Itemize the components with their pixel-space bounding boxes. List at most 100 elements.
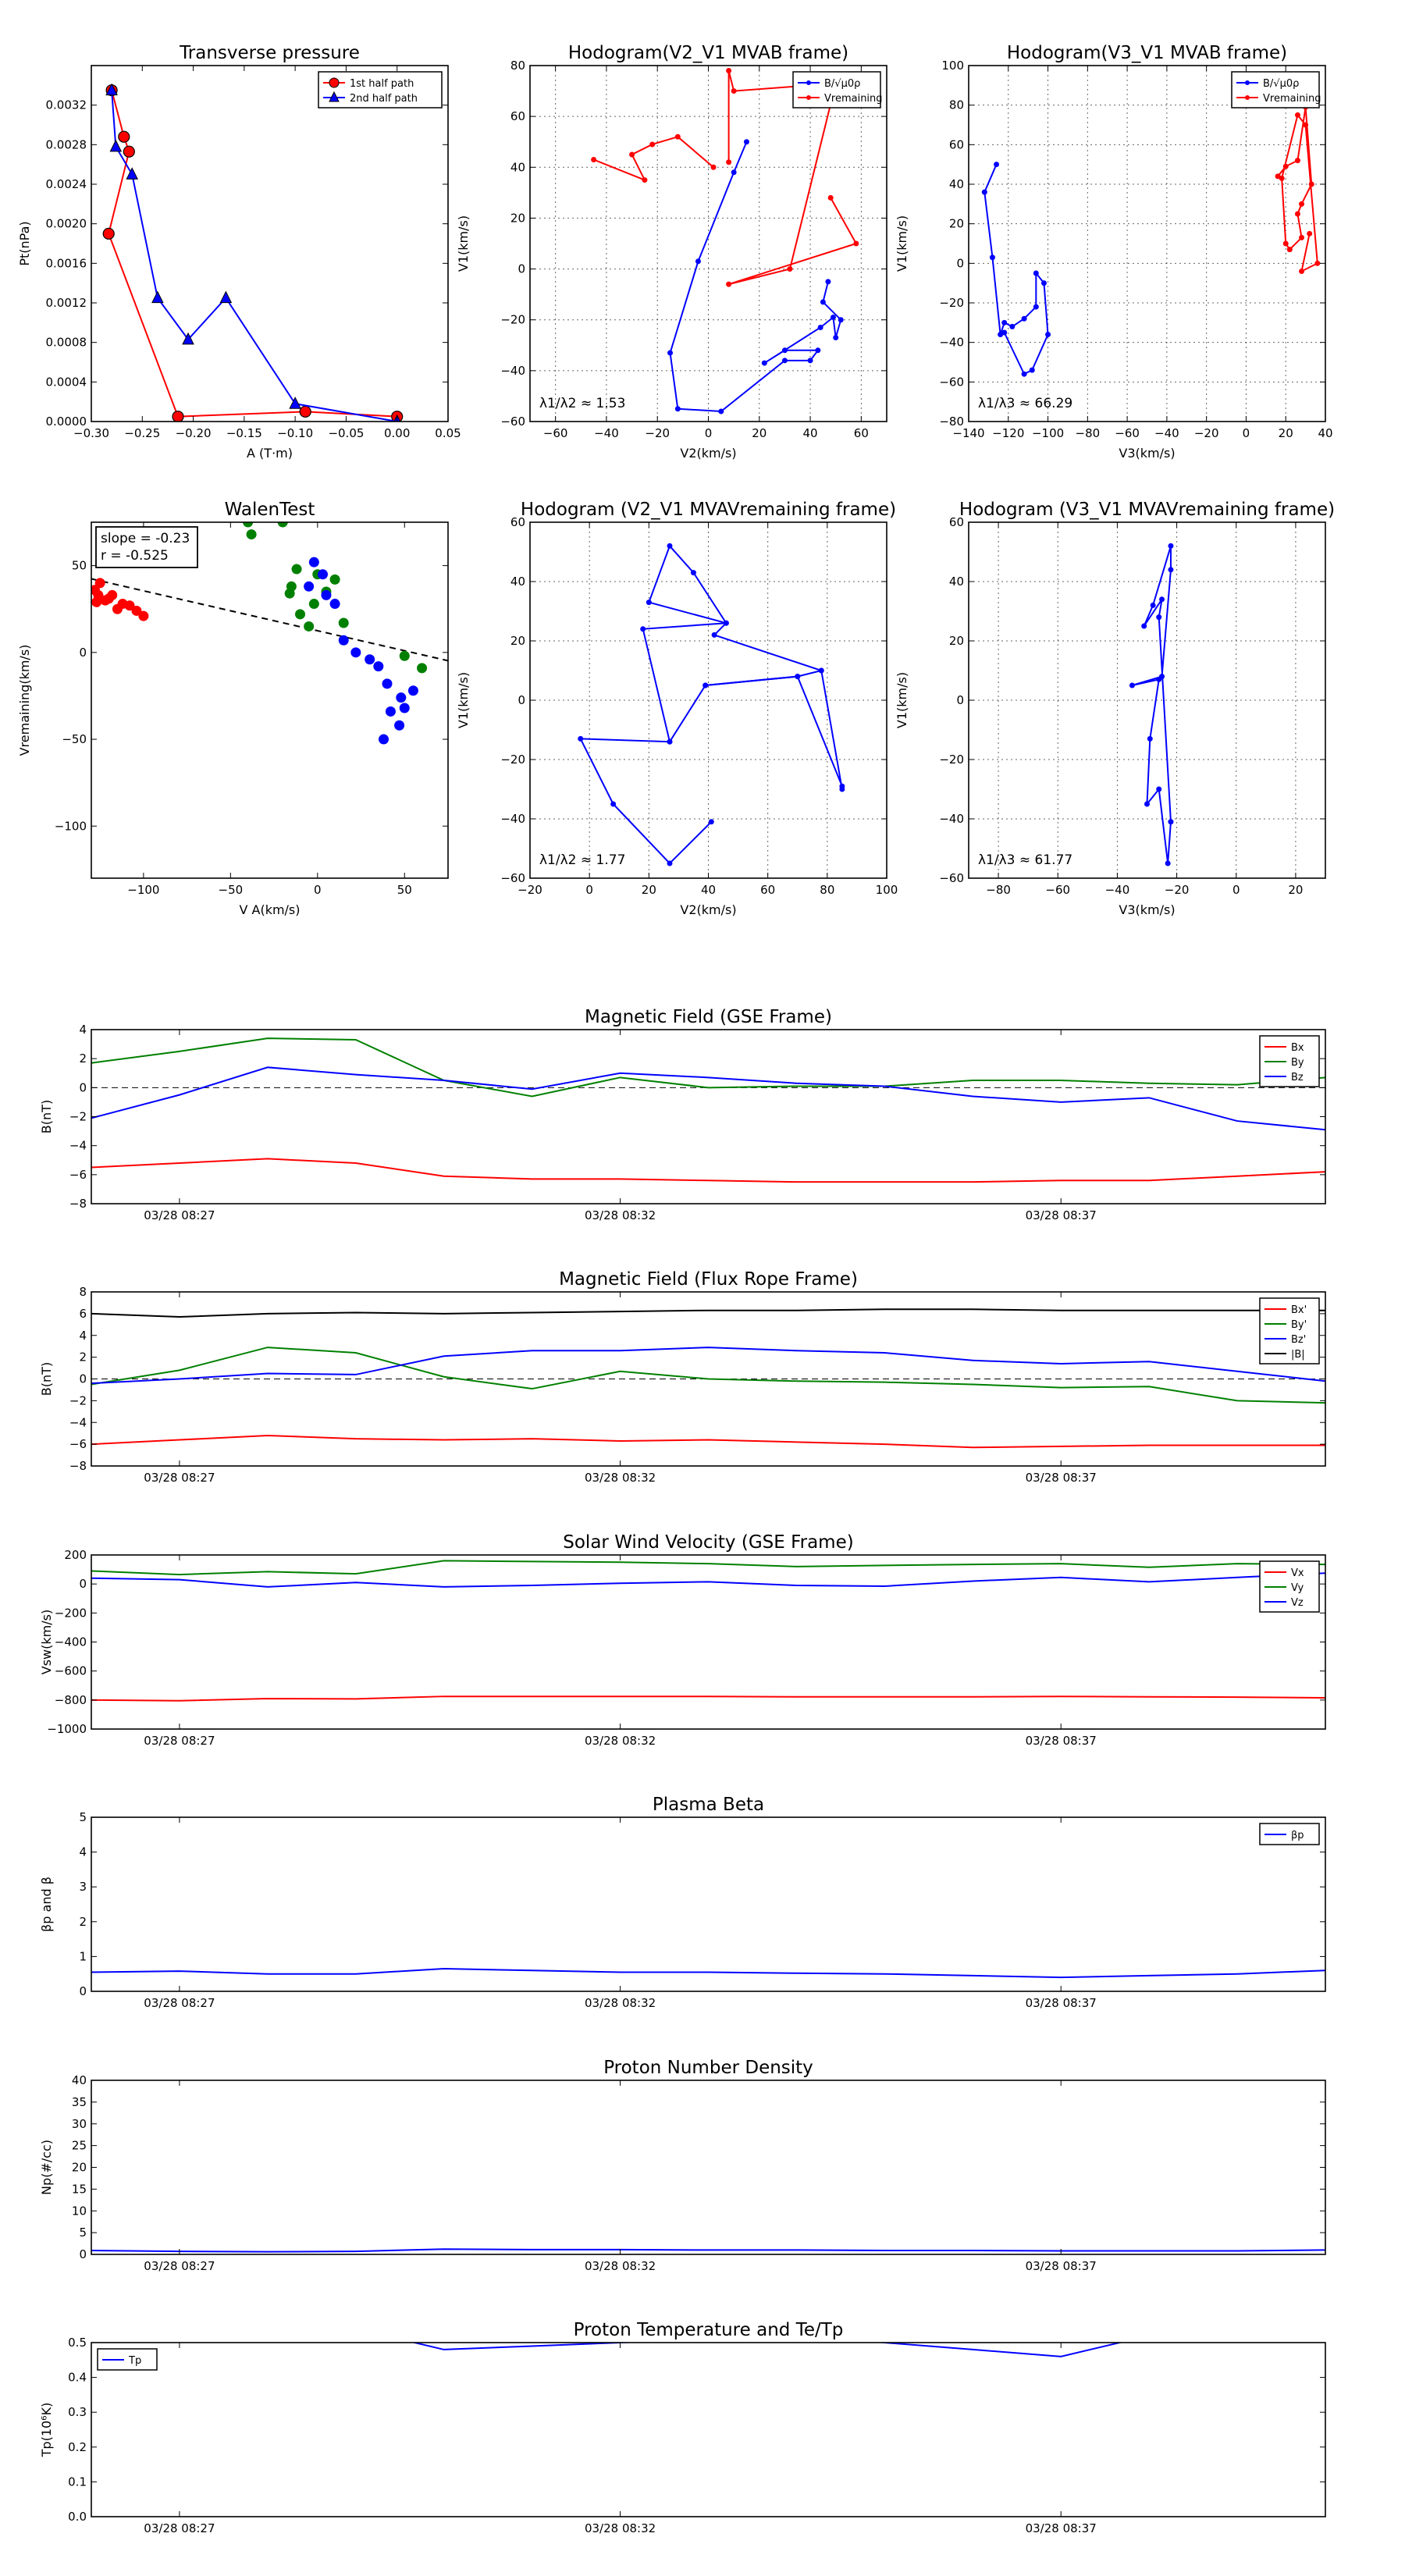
x-tick-label: −80 <box>986 883 1011 897</box>
data-point-dot <box>1144 801 1150 807</box>
x-tick-label: 03/28 08:32 <box>585 2521 656 2535</box>
data-point-dot <box>1303 122 1309 128</box>
data-point-dot <box>1299 234 1305 240</box>
y-tick-label: 0 <box>79 646 87 660</box>
data-point-dot <box>667 860 673 866</box>
y-tick-label: 0 <box>518 262 525 276</box>
y-axis-label: V1(km/s) <box>456 215 471 272</box>
y-tick-label: −200 <box>55 1606 87 1620</box>
scatter-point-green <box>304 621 315 632</box>
legend-marker <box>329 91 340 102</box>
data-point-dot <box>761 360 767 366</box>
x-tick-label: 80 <box>820 883 834 897</box>
data-point-dot <box>646 600 652 606</box>
y-axis-label: Tp(10⁶K) <box>39 2403 54 2458</box>
scatter-point-blue <box>407 685 418 696</box>
y-tick-label: −400 <box>55 1635 87 1649</box>
data-point-dot <box>1021 371 1027 377</box>
x-tick-label: −100 <box>127 883 159 897</box>
scatter-point-blue <box>321 589 332 600</box>
y-tick-label: 0 <box>956 693 964 707</box>
chart-title: Hodogram (V2_V1 MVAVremaining frame) <box>521 500 896 520</box>
data-point-dot <box>702 682 709 688</box>
chart-ts5: 03/28 08:27 03/28 08:32 03/28 08:37 0 5 10 15 2… <box>39 2058 1326 2273</box>
chart-title: Proton Number Density <box>603 2058 813 2078</box>
x-tick-label: −60 <box>1115 426 1140 440</box>
y-tick-label: 0.0024 <box>46 177 87 191</box>
legend-label: Vremaining <box>1263 93 1321 105</box>
y-tick-label: 0 <box>79 1080 87 1094</box>
scatter-point-blue <box>365 654 375 665</box>
data-point-dot <box>726 68 732 74</box>
data-point-dot <box>667 543 673 549</box>
x-tick-label: −20 <box>1165 883 1190 897</box>
y-tick-label: 30 <box>72 2117 87 2131</box>
chart-title: Plasma Beta <box>653 1795 764 1815</box>
data-point-circle <box>118 130 130 143</box>
axes-frame <box>91 521 449 879</box>
y-tick-label: 40 <box>510 160 525 174</box>
y-tick-label: 4 <box>79 1845 87 1859</box>
plot-area-ts2 <box>91 1308 1325 1449</box>
x-tick-label: 0 <box>585 883 593 897</box>
y-tick-label: −4 <box>69 1139 87 1153</box>
x-tick-label: 50 <box>397 883 412 897</box>
scatter-point-green <box>329 574 340 585</box>
legend-ts1: Bx By Bz <box>1259 1035 1320 1087</box>
y-axis-label: B(nT) <box>39 1362 54 1396</box>
y-tick-label: −80 <box>939 415 964 429</box>
x-tick-label: −80 <box>1076 426 1101 440</box>
y-tick-label: 0.3 <box>68 2405 87 2419</box>
data-point-dot <box>642 177 648 183</box>
y-tick-label: −6 <box>69 1168 87 1182</box>
x-tick-label: −60 <box>1045 883 1070 897</box>
x-tick-label: 03/28 08:32 <box>585 1471 656 1485</box>
data-point-triangle <box>105 83 118 96</box>
y-tick-label: 0.0020 <box>46 217 87 231</box>
y-tick-label: 0 <box>79 1372 87 1386</box>
y-axis-label: Vremaining(km/s) <box>17 645 32 756</box>
y-tick-label: −8 <box>69 1459 87 1473</box>
data-point-triangle <box>151 290 164 304</box>
x-tick-label: −20 <box>1194 426 1219 440</box>
data-point-dot <box>818 667 824 674</box>
data-point-dot <box>1299 268 1305 274</box>
x-tick-label: 03/28 08:27 <box>144 1208 215 1222</box>
data-point-dot <box>731 88 737 94</box>
axes-frame <box>91 1816 1326 1992</box>
data-point-dot <box>838 317 844 323</box>
scatter-point-blue <box>304 581 315 592</box>
y-tick-label: 0.5 <box>68 2336 87 2350</box>
y-tick-label: 6 <box>79 1307 87 1321</box>
scatter-point-green <box>286 581 297 592</box>
x-tick-label: 03/28 08:32 <box>585 2259 656 2273</box>
scatter-point-green <box>246 529 257 540</box>
axes-frame <box>91 2342 1326 2517</box>
plot-area-ts5 <box>91 2248 1325 2253</box>
data-point-dot <box>795 674 801 680</box>
y-tick-label: −20 <box>939 753 964 767</box>
chart-h4: −80 −60 −40 −20 0 20 −60 −40 −20 0 20 40 60Hodogram … <box>895 500 1335 917</box>
y-tick-label: −1000 <box>47 1722 87 1736</box>
y-tick-label: 20 <box>949 217 964 231</box>
data-point-dot <box>820 299 826 305</box>
data-point-dot <box>710 164 717 170</box>
legend-label: B/√μ0ρ <box>824 78 860 90</box>
data-point-dot <box>1307 230 1313 237</box>
y-tick-label: 0.0000 <box>46 415 87 429</box>
x-axis-label: V3(km/s) <box>1119 446 1175 461</box>
data-point-dot <box>1033 270 1039 276</box>
data-point-dot <box>1156 786 1162 792</box>
chart-ts3: 03/28 08:27 03/28 08:32 03/28 08:37 −1000 −8… <box>39 1532 1326 1748</box>
lambda-ratio-annotation: λ1/λ2 ≈ 1.77 <box>539 852 625 868</box>
scatter-point-green <box>243 522 254 528</box>
legend-label: βp <box>1291 1830 1304 1841</box>
y-tick-label: 0.0032 <box>46 98 87 112</box>
data-point-dot <box>674 406 681 412</box>
y-tick-label: 4 <box>79 1329 87 1343</box>
fit-stats-text: slope = -0.23 <box>101 531 190 546</box>
chart-ts4: 03/28 08:27 03/28 08:32 03/28 08:37 0 1 2 3 4 5 P… <box>39 1795 1326 2010</box>
series-line-h3-2 <box>669 675 843 787</box>
y-tick-label: −2 <box>69 1110 87 1124</box>
